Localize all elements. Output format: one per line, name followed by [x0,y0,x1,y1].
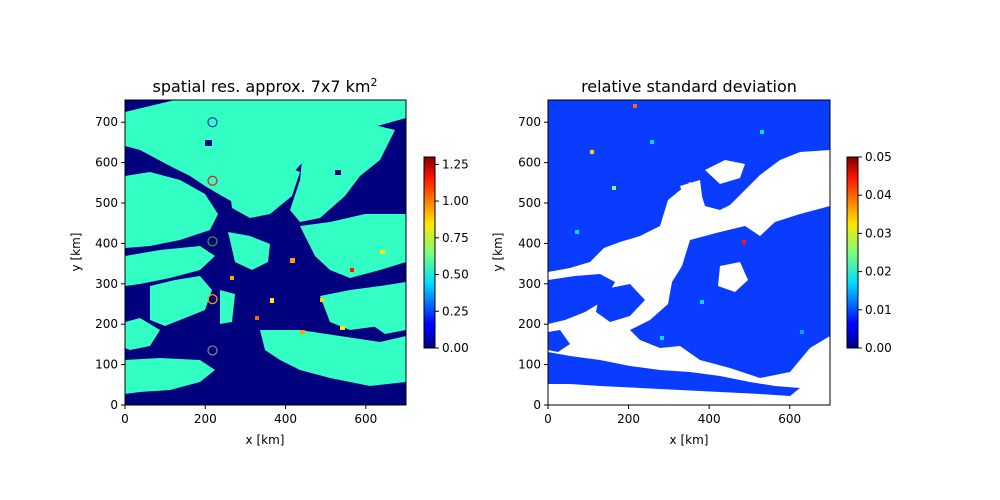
y-tick-label: 200 [518,317,541,331]
y-tick-label: 0 [533,398,541,412]
y-tick-label: 600 [95,156,118,170]
x-tick-label: 200 [617,412,640,426]
y-axis-1: 0 100 200 300 400 500 600 700 [95,115,125,412]
y-tick-label: 500 [518,196,541,210]
colorbar-tick-label: 1.25 [442,157,469,171]
chart-title-1: spatial res. approx. 7x7 km2 [153,76,378,96]
x-tick-label: 0 [121,412,129,426]
y-tick-label: 100 [95,358,118,372]
colorbar-2: 0.00 0.01 0.02 0.03 0.04 0.05 [847,150,892,355]
y-tick-label: 500 [95,196,118,210]
x-tick-label: 400 [274,412,297,426]
x-tick-label: 200 [194,412,217,426]
y-tick-label: 400 [95,236,118,250]
colorbar-tick-label: 0.00 [442,341,469,355]
y-tick-label: 400 [518,236,541,250]
colorbar-1-ticks: 0.00 0.25 0.50 0.75 1.00 1.25 [435,157,469,355]
heatmap-panel-1: spatial res. approx. 7x7 km2 [69,76,469,447]
colorbar-2-gradient [847,157,858,348]
x-axis-label-2: x [km] [670,433,709,447]
colorbar-tick-label: 0.04 [865,188,892,202]
colorbar-1: 0.00 0.25 0.50 0.75 1.00 1.25 [424,157,469,355]
title-superscript: 2 [370,76,377,89]
chart-title-2: relative standard deviation [581,77,797,96]
y-axis-label-2: y [km] [491,233,505,272]
y-tick-label: 700 [95,115,118,129]
y-axis-label-1: y [km] [69,233,83,272]
x-tick-label: 400 [698,412,721,426]
colorbar-tick-label: 0.00 [865,341,892,355]
y-tick-label: 0 [110,398,118,412]
colorbar-tick-label: 0.03 [865,226,892,240]
y-tick-label: 300 [95,277,118,291]
colorbar-tick-label: 0.05 [865,150,892,164]
heatmap-panel-2: relative standard deviation [491,77,892,447]
y-tick-label: 700 [518,115,541,129]
y-tick-label: 100 [518,358,541,372]
colorbar-tick-label: 0.75 [442,231,469,245]
colorbar-tick-label: 0.50 [442,268,469,282]
y-tick-label: 600 [518,156,541,170]
x-tick-label: 600 [778,412,801,426]
colorbar-tick-label: 0.02 [865,265,892,279]
x-axis-label-1: x [km] [246,433,285,447]
colorbar-tick-label: 0.25 [442,304,469,318]
colorbar-2-ticks: 0.00 0.01 0.02 0.03 0.04 0.05 [858,150,892,355]
x-axis-1: 0 200 400 600 [121,405,377,426]
y-axis-2: 0 100 200 300 400 500 600 700 [518,115,548,412]
colorbar-tick-label: 1.00 [442,194,469,208]
colorbar-tick-label: 0.01 [865,303,892,317]
x-tick-label: 600 [354,412,377,426]
x-tick-label: 0 [544,412,552,426]
y-tick-label: 200 [95,317,118,331]
y-tick-label: 300 [518,277,541,291]
x-axis-2: 0 200 400 600 [544,405,801,426]
colorbar-1-gradient [424,157,435,348]
